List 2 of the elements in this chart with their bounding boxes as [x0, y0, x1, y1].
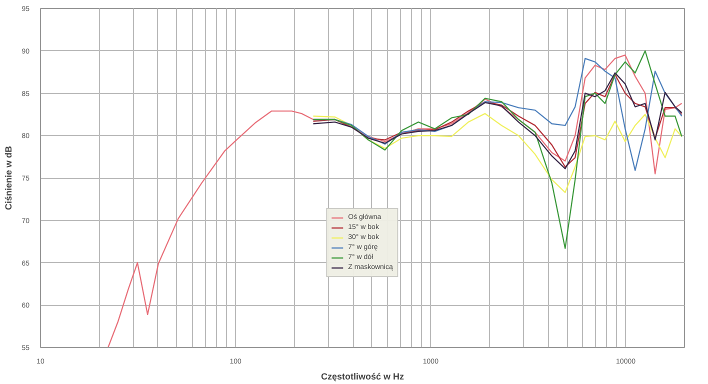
- y-axis-title: Ciśnienie w dB: [4, 145, 14, 210]
- x-axis-title: Częstotliwość w Hz: [320, 372, 405, 382]
